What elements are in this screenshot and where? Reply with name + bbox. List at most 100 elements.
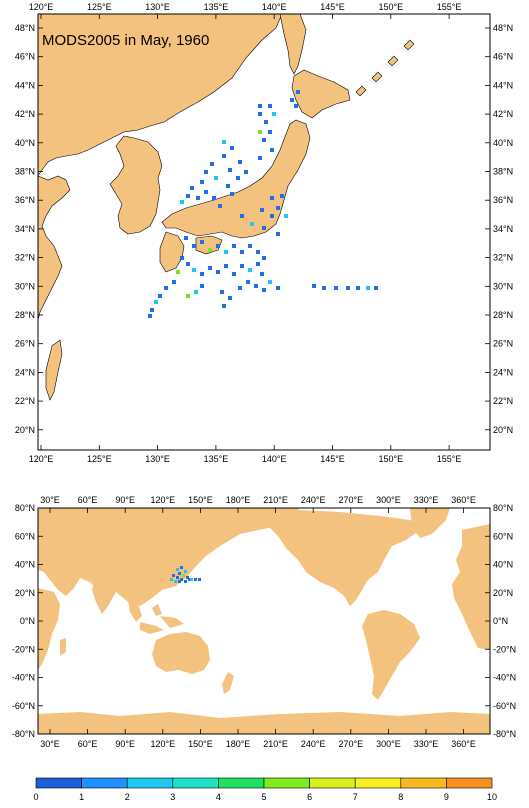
observation-cell (200, 180, 204, 184)
observation-cell (250, 222, 254, 226)
observation-cell (200, 284, 204, 288)
observation-cell (184, 580, 187, 583)
colorbar: 0 1 2 3 4 5 6 7 8 9 10 (33, 777, 497, 802)
regional-map: MODS2005 in May, 1960 120°E 120°E 125°E 125… (15, 2, 513, 464)
observation-cell (238, 160, 242, 164)
observation-cells-regional (148, 90, 378, 318)
land-new-zealand (222, 672, 234, 694)
lat-label-right: 34°N (493, 224, 513, 234)
observation-cell (224, 264, 228, 268)
land-north-america (268, 510, 420, 606)
lat-label-right: 44°N (493, 80, 513, 90)
land-kyushu (159, 231, 185, 273)
observation-cell (284, 214, 288, 218)
lon-label-top: 330°E (414, 495, 439, 505)
lon-label-bottom: 145°E (320, 454, 345, 464)
observation-cell (230, 192, 234, 196)
lat-label-left: 20°N (15, 588, 35, 598)
lat-label-right: 20°N (493, 425, 513, 435)
lat-label-right: -80°N (493, 729, 516, 739)
lon-label-top: 90°E (115, 495, 135, 505)
lat-label-right: 26°N (493, 339, 513, 349)
observation-cell (258, 112, 262, 116)
lat-label-left: 0°N (20, 616, 35, 626)
observation-cell (228, 168, 232, 172)
observation-cell (172, 574, 175, 577)
colorbar-label: 9 (444, 792, 449, 802)
observation-cell (182, 574, 185, 577)
observation-cell (238, 286, 242, 290)
observation-cell (200, 272, 204, 276)
lat-label-right: 22°N (493, 396, 513, 406)
lat-label-right: 42°N (493, 109, 513, 119)
colorbar-segment (354, 777, 402, 789)
observation-cells-global (170, 566, 201, 583)
lat-label-left: -20°N (12, 644, 35, 654)
lon-label-top: 360°E (451, 495, 476, 505)
observation-cell (224, 250, 228, 254)
lon-label-bottom: 125°E (87, 454, 112, 464)
observation-cell (180, 200, 184, 204)
observation-cell (268, 104, 272, 108)
observation-cell (236, 176, 240, 180)
observation-cell (374, 286, 378, 290)
lon-label-top: 120°E (29, 2, 54, 12)
lon-label-bottom: 130°E (145, 454, 170, 464)
colorbar-label: 7 (353, 792, 358, 802)
observation-cell (194, 290, 198, 294)
observation-cell (190, 578, 193, 581)
observation-cell (226, 184, 230, 188)
observation-cell (150, 308, 154, 312)
observation-cell (218, 204, 222, 208)
lat-label-left: 32°N (15, 253, 35, 263)
observation-cell (276, 206, 280, 210)
colorbar-label: 6 (307, 792, 312, 802)
land-antarctica (38, 712, 490, 734)
lat-label-left: -60°N (12, 701, 35, 711)
colorbar-label: 1 (79, 792, 84, 802)
observation-cell (256, 262, 260, 266)
land-kurils (355, 39, 415, 97)
colorbar-segment (81, 777, 128, 789)
observation-cell (240, 250, 244, 254)
observation-cell (198, 578, 201, 581)
observation-cell (258, 104, 262, 108)
lat-label-right: 40°N (493, 560, 513, 570)
observation-cell (312, 284, 316, 288)
land-honshu (161, 119, 311, 239)
observation-cell (294, 104, 298, 108)
observation-cell (240, 214, 244, 218)
colorbar-segment (218, 777, 265, 789)
lat-label-left: 46°N (15, 52, 35, 62)
observation-cell (270, 196, 274, 200)
observation-cell (248, 244, 252, 248)
regional-map-ticks: 120°E 120°E 125°E 125°E 130°E 130°E 135°E 135°E… (15, 2, 513, 464)
lat-label-left: 48°N (15, 23, 35, 33)
observation-cell (262, 288, 266, 292)
lat-label-left: -80°N (12, 729, 35, 739)
observation-cell (270, 214, 274, 218)
lon-label-bottom: 180°E (226, 739, 251, 749)
observation-cell (154, 300, 158, 304)
observation-cell (216, 270, 220, 274)
observation-cell (196, 196, 200, 200)
lat-label-left: 42°N (15, 109, 35, 119)
observation-cell (210, 162, 214, 166)
colorbar-segment (263, 777, 310, 789)
lat-label-right: 40°N (493, 138, 513, 148)
observation-cell (220, 290, 224, 294)
lon-label-top: 145°E (320, 2, 345, 12)
colorbar-label: 4 (216, 792, 221, 802)
lat-label-right: 24°N (493, 367, 513, 377)
lon-label-top: 150°E (188, 495, 213, 505)
observation-cell (222, 140, 226, 144)
observation-cell (186, 294, 190, 298)
lat-label-right: -60°N (493, 701, 516, 711)
global-map: 30°E 30°E 60°E 60°E 90°E 90°E 120°E 120°E 150°E 1… (12, 495, 516, 749)
observation-cell (322, 286, 326, 290)
global-land (38, 508, 490, 734)
lon-label-top: 270°E (338, 495, 363, 505)
lon-label-bottom: 150°E (378, 454, 403, 464)
observation-cell (276, 286, 280, 290)
observation-cell (208, 266, 212, 270)
